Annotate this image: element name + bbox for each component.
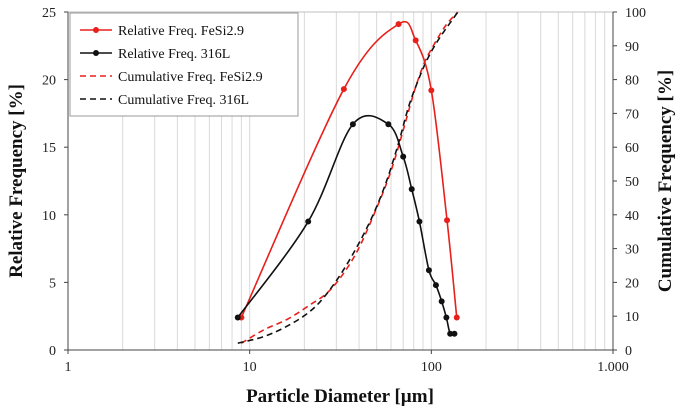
y-tick-label: 25 — [42, 6, 56, 21]
series-line-relative-freq-316l — [237, 114, 455, 336]
y2-axis-title: Cumulative Frequency [%] — [655, 70, 676, 292]
data-point-relative-freq-fesi2-9 — [412, 37, 419, 44]
y-tick-label: 5 — [49, 276, 56, 291]
y2-tick-label: 80 — [625, 74, 639, 89]
y2-tick-label: 20 — [625, 276, 639, 291]
legend-marker-relative-freq-fesi2-9 — [93, 27, 99, 33]
x-tick-label: 10 — [243, 360, 257, 375]
data-point-relative-freq-fesi2-9 — [428, 87, 435, 94]
data-point-relative-freq-316l — [408, 186, 415, 193]
data-point-relative-freq-316l — [385, 121, 392, 128]
data-point-relative-freq-316l — [305, 218, 312, 225]
x-tick-label: 100 — [421, 360, 442, 375]
data-point-relative-freq-316l — [438, 298, 445, 305]
data-point-relative-freq-316l — [451, 330, 458, 337]
y2-tick-label: 100 — [625, 6, 646, 21]
data-point-relative-freq-316l — [432, 282, 439, 289]
y2-tick-label: 0 — [625, 344, 632, 359]
y2-tick-label: 90 — [625, 40, 639, 55]
data-point-relative-freq-fesi2-9 — [453, 314, 460, 321]
x-tick-label: 1 — [65, 360, 72, 375]
y-axis-title: Relative Frequency [%] — [6, 84, 27, 278]
data-point-relative-freq-fesi2-9 — [395, 21, 402, 28]
y-tick-label: 20 — [42, 74, 56, 89]
data-point-relative-freq-316l — [416, 218, 423, 225]
y2-tick-label: 70 — [625, 107, 639, 122]
y-tick-label: 0 — [49, 344, 56, 359]
legend-label-cumulative-freq-fesi2-9: Cumulative Freq. FeSi2.9 — [118, 70, 263, 85]
legend: Relative Freq. FeSi2.9 Relative Freq. 316… — [69, 12, 299, 117]
y2-tick-label: 30 — [625, 243, 639, 258]
legend-marker-relative-freq-316l — [93, 50, 99, 56]
x-tick-label: 1.000 — [597, 360, 629, 375]
data-point-relative-freq-316l — [349, 121, 356, 128]
y-tick-label: 15 — [42, 141, 56, 156]
data-point-relative-freq-316l — [425, 267, 432, 274]
y2-tick-label: 40 — [625, 209, 639, 224]
y2-tick-label: 10 — [625, 310, 639, 325]
y2-tick-label: 60 — [625, 141, 639, 156]
legend-label-relative-freq-316l: Relative Freq. 316L — [118, 47, 230, 62]
axis-layer: 1 10 100 1.00005101520250102030405060708090… — [42, 6, 646, 375]
y2-tick-label: 50 — [625, 175, 639, 190]
x-axis-title: Particle Diameter [µm] — [246, 386, 434, 407]
data-point-relative-freq-fesi2-9 — [444, 217, 451, 224]
series-line-cumulative-freq-fesi2-9 — [240, 11, 459, 344]
legend-label-relative-freq-fesi2-9: Relative Freq. FeSi2.9 — [118, 24, 244, 39]
data-point-relative-freq-316l — [234, 314, 241, 321]
legend-label-cumulative-freq-316l: Cumulative Freq. 316L — [118, 93, 249, 108]
data-point-relative-freq-316l — [400, 153, 407, 160]
data-point-relative-freq-316l — [443, 314, 450, 321]
series-layer — [234, 11, 460, 345]
data-point-relative-freq-fesi2-9 — [340, 86, 347, 93]
y-tick-label: 10 — [42, 209, 56, 224]
series-line-cumulative-freq-316l — [237, 11, 459, 345]
data-point-relative-freq-316l — [447, 330, 454, 337]
